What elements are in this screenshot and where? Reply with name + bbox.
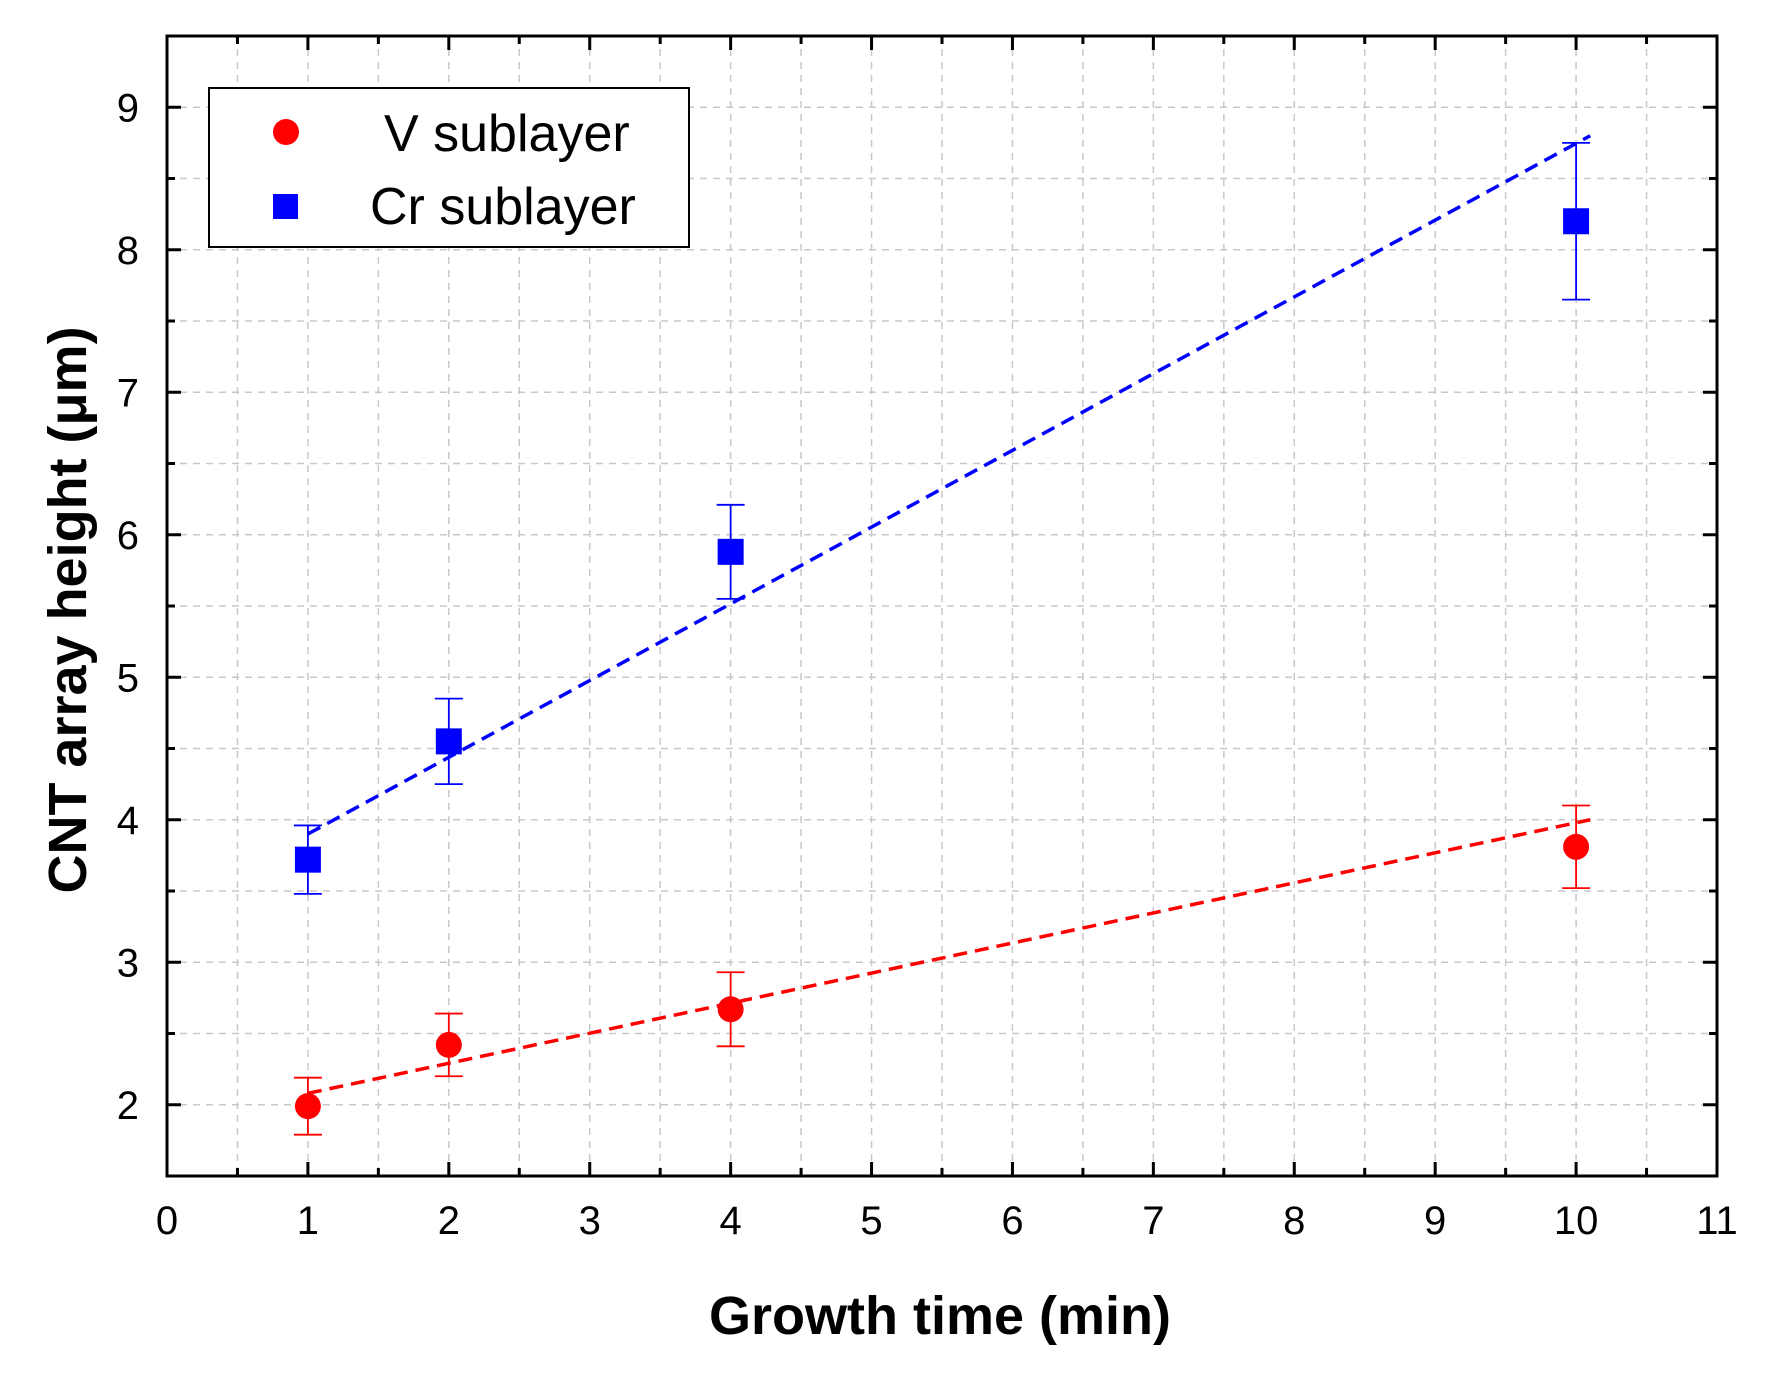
x-tick-label: 11 xyxy=(1696,1199,1738,1243)
x-tick-label: 6 xyxy=(1001,1199,1023,1243)
legend: V sublayer Cr sublayer xyxy=(208,87,690,248)
data-point-cr-sublayer xyxy=(435,728,462,755)
fit-line-v-sublayer xyxy=(307,818,1591,1096)
x-tick-label: 10 xyxy=(1554,1199,1599,1243)
x-tick-label: 9 xyxy=(1424,1199,1446,1243)
y-tick-label: 7 xyxy=(117,371,139,415)
x-tick-label: 2 xyxy=(438,1199,460,1243)
data-point-v-sublayer xyxy=(435,1031,462,1058)
fit-lines xyxy=(307,134,1592,1096)
y-tick-label: 9 xyxy=(117,86,139,130)
fit-line-cr-sublayer xyxy=(307,134,1592,836)
y-tick-label: 3 xyxy=(117,941,139,985)
x-tick-label: 4 xyxy=(720,1199,742,1243)
x-tick-label: 5 xyxy=(860,1199,882,1243)
y-tick-label: 5 xyxy=(117,656,139,700)
legend-label-cr-sublayer: Cr sublayer xyxy=(370,178,636,236)
data-points xyxy=(294,208,1590,1120)
x-axis-title: Growth time (min) xyxy=(709,1286,1171,1346)
y-tick-label: 2 xyxy=(117,1084,139,1128)
x-tick-label: 0 xyxy=(156,1199,178,1243)
tick-labels: 0 1 2 3 4 5 6 7 8 9 10 11 2 3 4 5 6 7 8 9 xyxy=(117,86,1738,1243)
x-tick-label: 7 xyxy=(1142,1199,1164,1243)
legend-marker-v-sublayer xyxy=(273,119,299,145)
y-tick-label: 8 xyxy=(117,229,139,273)
y-tick-label: 4 xyxy=(117,799,139,843)
legend-box xyxy=(208,87,690,248)
grid-lines xyxy=(167,36,1717,1176)
y-axis-title: CNT array height (μm) xyxy=(38,326,98,893)
data-point-cr-sublayer xyxy=(1563,208,1590,235)
y-tick-label: 6 xyxy=(117,514,139,558)
legend-label-v-sublayer: V sublayer xyxy=(384,105,630,163)
data-point-cr-sublayer xyxy=(717,538,744,565)
x-tick-label: 8 xyxy=(1283,1199,1305,1243)
x-tick-label: 1 xyxy=(297,1199,319,1243)
data-point-v-sublayer xyxy=(717,996,744,1023)
x-tick-label: 3 xyxy=(579,1199,601,1243)
data-point-v-sublayer xyxy=(1563,833,1590,860)
legend-marker-cr-sublayer xyxy=(273,194,298,219)
axis-ticks xyxy=(165,36,1719,1176)
data-point-cr-sublayer xyxy=(294,846,321,873)
data-point-v-sublayer xyxy=(294,1093,321,1120)
